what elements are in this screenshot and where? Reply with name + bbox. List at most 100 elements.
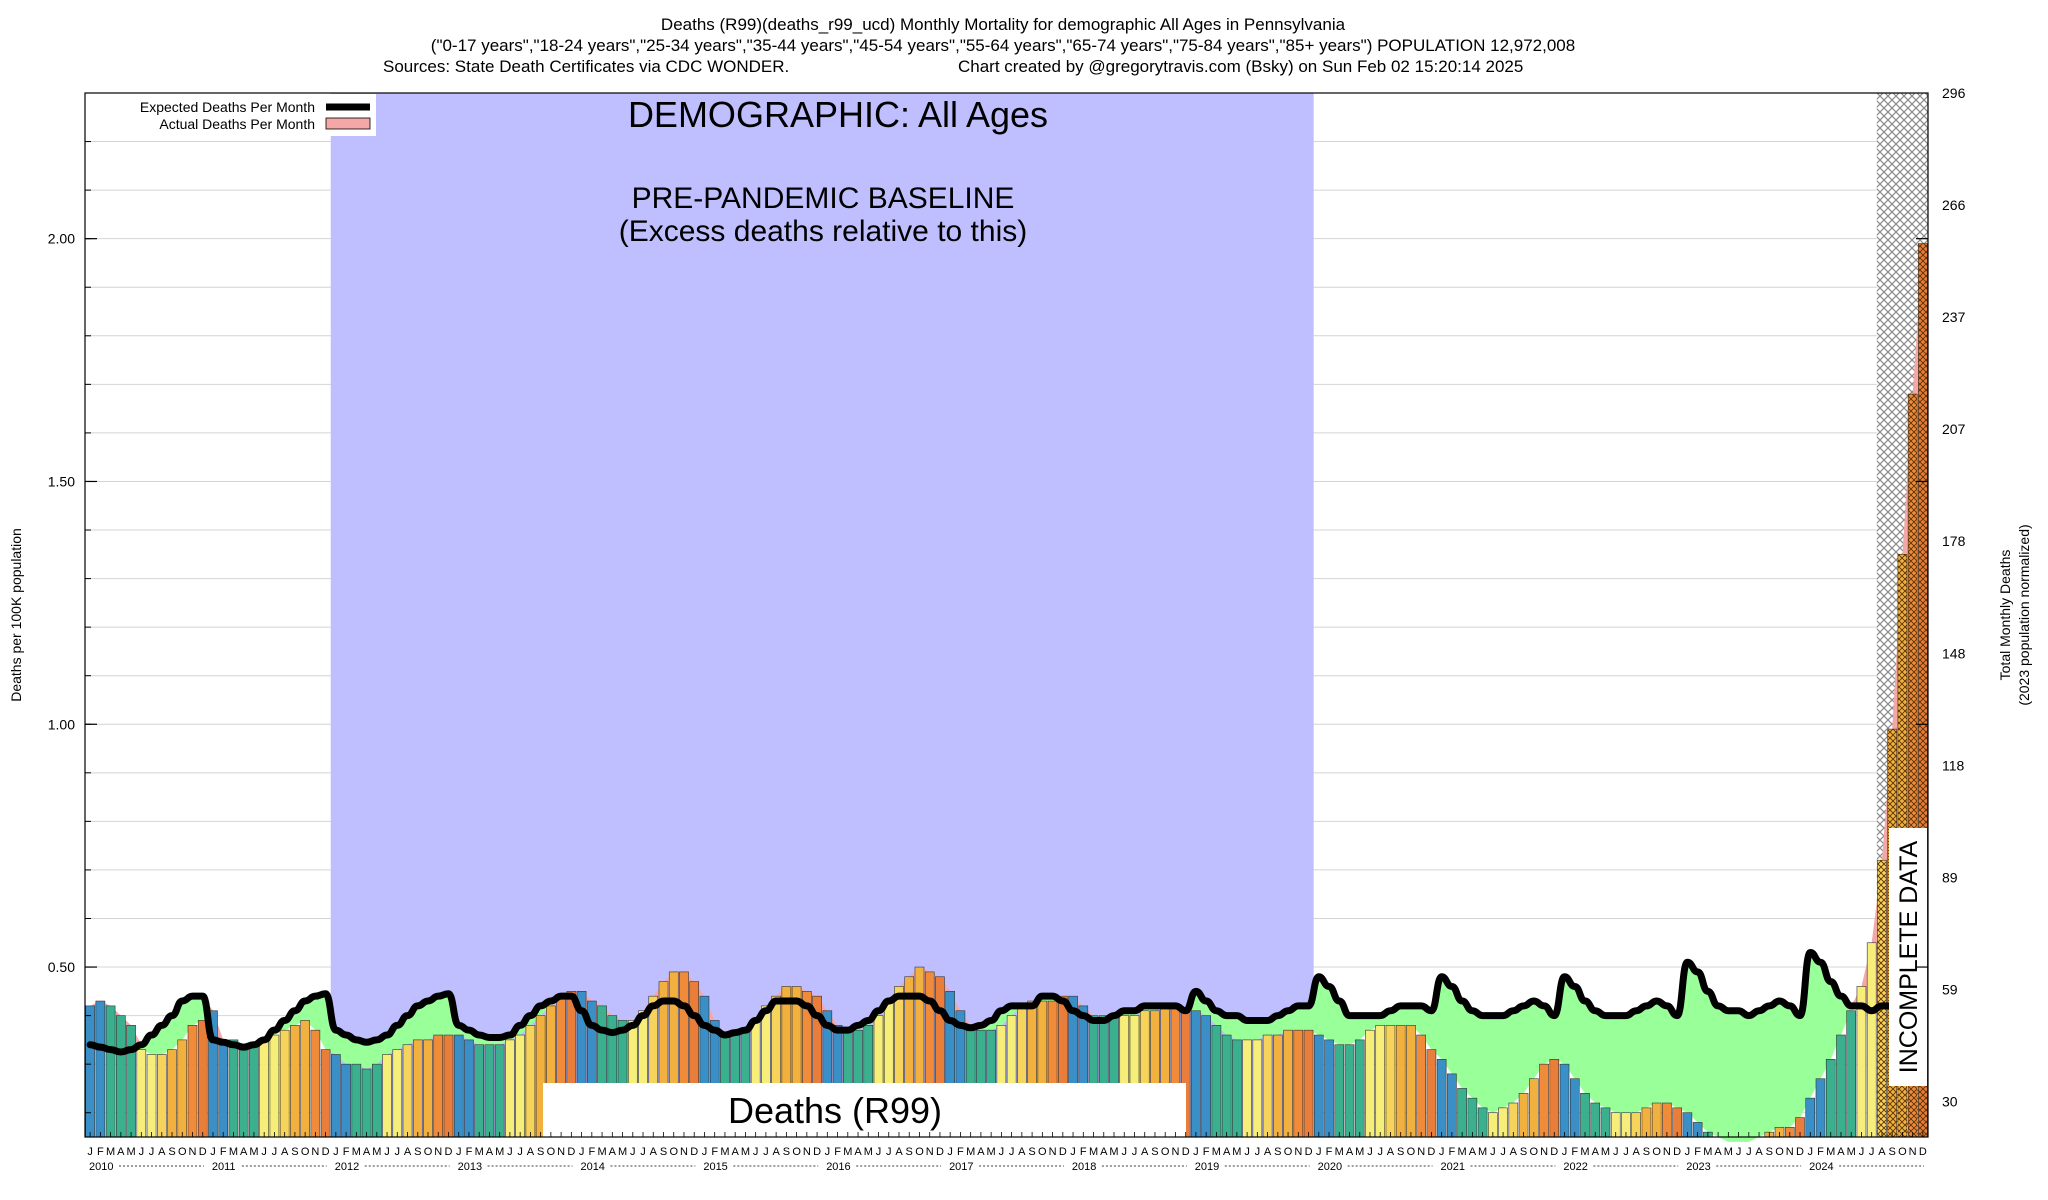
actual-bar bbox=[1293, 1029, 1304, 1138]
actual-bar bbox=[372, 1063, 382, 1138]
x-month-label: D bbox=[1059, 1146, 1067, 1158]
x-month-label: J bbox=[384, 1146, 390, 1158]
x-month-label: S bbox=[906, 1146, 913, 1158]
actual-bar bbox=[1242, 1039, 1252, 1138]
x-month-label: F bbox=[1203, 1146, 1210, 1158]
actual-bar bbox=[1815, 1078, 1826, 1138]
x-month-label: F bbox=[957, 1146, 964, 1158]
y2-tick-label: 118 bbox=[1942, 757, 1965, 773]
actual-bar bbox=[1559, 1063, 1570, 1138]
x-month-label: J bbox=[640, 1146, 646, 1158]
x-month-label: M bbox=[1089, 1146, 1098, 1158]
actual-bar bbox=[197, 1020, 208, 1138]
x-month-label: A bbox=[527, 1146, 535, 1158]
x-month-label: D bbox=[1427, 1146, 1435, 1158]
x-month-label: M bbox=[741, 1146, 750, 1158]
actual-bar bbox=[1825, 1059, 1836, 1138]
y2-axis-subtitle: (2023 population normalized) bbox=[2016, 524, 2032, 705]
x-month-label: D bbox=[690, 1146, 698, 1158]
x-year-label: 2018 bbox=[1072, 1161, 1096, 1173]
actual-bar bbox=[1365, 1029, 1375, 1138]
x-year-label: 2020 bbox=[1318, 1161, 1342, 1173]
actual-bar bbox=[484, 1044, 495, 1138]
x-month-label: M bbox=[352, 1146, 361, 1158]
x-month-label: J bbox=[272, 1146, 278, 1158]
actual-bar bbox=[1324, 1039, 1334, 1138]
x-year-label: 2021 bbox=[1441, 1161, 1465, 1173]
actual-bar bbox=[1191, 1010, 1201, 1138]
actual-bar bbox=[1283, 1029, 1293, 1138]
y2-tick-label: 266 bbox=[1942, 197, 1966, 213]
x-month-label: O bbox=[1161, 1146, 1170, 1158]
actual-bar bbox=[331, 1054, 341, 1138]
x-month-label: J bbox=[517, 1146, 523, 1158]
y-tick-label: 2.00 bbox=[48, 231, 75, 247]
x-month-label: A bbox=[1633, 1146, 1641, 1158]
x-month-label: F bbox=[466, 1146, 473, 1158]
x-month-label: D bbox=[1919, 1146, 1927, 1158]
actual-bar bbox=[1662, 1102, 1672, 1138]
x-month-label: A bbox=[1264, 1146, 1272, 1158]
x-month-label: M bbox=[1355, 1146, 1364, 1158]
actual-bar bbox=[136, 1049, 147, 1138]
x-month-label: A bbox=[895, 1146, 903, 1158]
actual-bar bbox=[1273, 1034, 1283, 1138]
actual-bar bbox=[290, 1025, 300, 1138]
x-month-label: F bbox=[1694, 1146, 1701, 1158]
x-month-label: O bbox=[424, 1146, 433, 1158]
x-month-label: O bbox=[1038, 1146, 1047, 1158]
baseline-band bbox=[330, 93, 1314, 1137]
x-month-label: J bbox=[1132, 1146, 1138, 1158]
actual-bar bbox=[1836, 1034, 1846, 1138]
x-month-label: D bbox=[813, 1146, 821, 1158]
actual-bar bbox=[105, 1005, 116, 1138]
x-month-label: A bbox=[1346, 1146, 1354, 1158]
actual-bar bbox=[1508, 1102, 1519, 1138]
y2-tick-label: 296 bbox=[1942, 85, 1966, 101]
y-tick-label: 1.00 bbox=[48, 716, 75, 732]
actual-bar bbox=[1201, 1015, 1211, 1138]
actual-bar bbox=[1590, 1102, 1601, 1138]
excess-deficit-area bbox=[90, 952, 1923, 1142]
x-month-label: D bbox=[1182, 1146, 1190, 1158]
actual-bar bbox=[525, 1025, 536, 1138]
x-month-label: J bbox=[1255, 1146, 1261, 1158]
x-month-label: J bbox=[753, 1146, 759, 1158]
actual-bar bbox=[1805, 1097, 1816, 1138]
x-month-label: D bbox=[1550, 1146, 1558, 1158]
x-year-label: 2023 bbox=[1686, 1161, 1710, 1173]
x-month-label: O bbox=[1652, 1146, 1661, 1158]
x-month-label: O bbox=[1530, 1146, 1539, 1158]
x-month-label: O bbox=[178, 1146, 187, 1158]
actual-bar bbox=[1539, 1063, 1549, 1138]
x-month-label: J bbox=[261, 1146, 267, 1158]
legend-actual-swatch bbox=[325, 117, 371, 130]
x-month-label: N bbox=[311, 1146, 319, 1158]
x-month-label: M bbox=[1724, 1146, 1733, 1158]
x-month-label: N bbox=[557, 1146, 565, 1158]
actual-bar bbox=[187, 1025, 198, 1138]
actual-bar bbox=[1447, 1073, 1457, 1138]
x-month-label: S bbox=[414, 1146, 421, 1158]
actual-bar bbox=[1232, 1039, 1242, 1138]
actual-bar bbox=[433, 1034, 444, 1138]
x-month-label: M bbox=[249, 1146, 258, 1158]
y2-axis-ticks: 30 59 89 118 148 178 207 237 266 296 bbox=[1942, 85, 1966, 1110]
actual-bar bbox=[1651, 1102, 1662, 1138]
x-month-label: N bbox=[926, 1146, 934, 1158]
x-month-label: M bbox=[1580, 1146, 1589, 1158]
x-month-label: A bbox=[731, 1146, 739, 1158]
x-month-label: M bbox=[720, 1146, 729, 1158]
x-month-label: J bbox=[1244, 1146, 1250, 1158]
x-month-label: A bbox=[486, 1146, 494, 1158]
x-month-label: M bbox=[1335, 1146, 1344, 1158]
x-month-label: J bbox=[1736, 1146, 1742, 1158]
chart-title: Deaths (R99)(deaths_r99_ucd) Monthly Mor… bbox=[661, 15, 1346, 34]
actual-bar bbox=[423, 1039, 433, 1138]
x-month-label: D bbox=[936, 1146, 944, 1158]
x-month-label: S bbox=[1028, 1146, 1035, 1158]
actual-bar bbox=[1375, 1025, 1386, 1138]
x-month-label: M bbox=[966, 1146, 975, 1158]
actual-bar bbox=[259, 1039, 269, 1138]
x-month-label: N bbox=[189, 1146, 197, 1158]
